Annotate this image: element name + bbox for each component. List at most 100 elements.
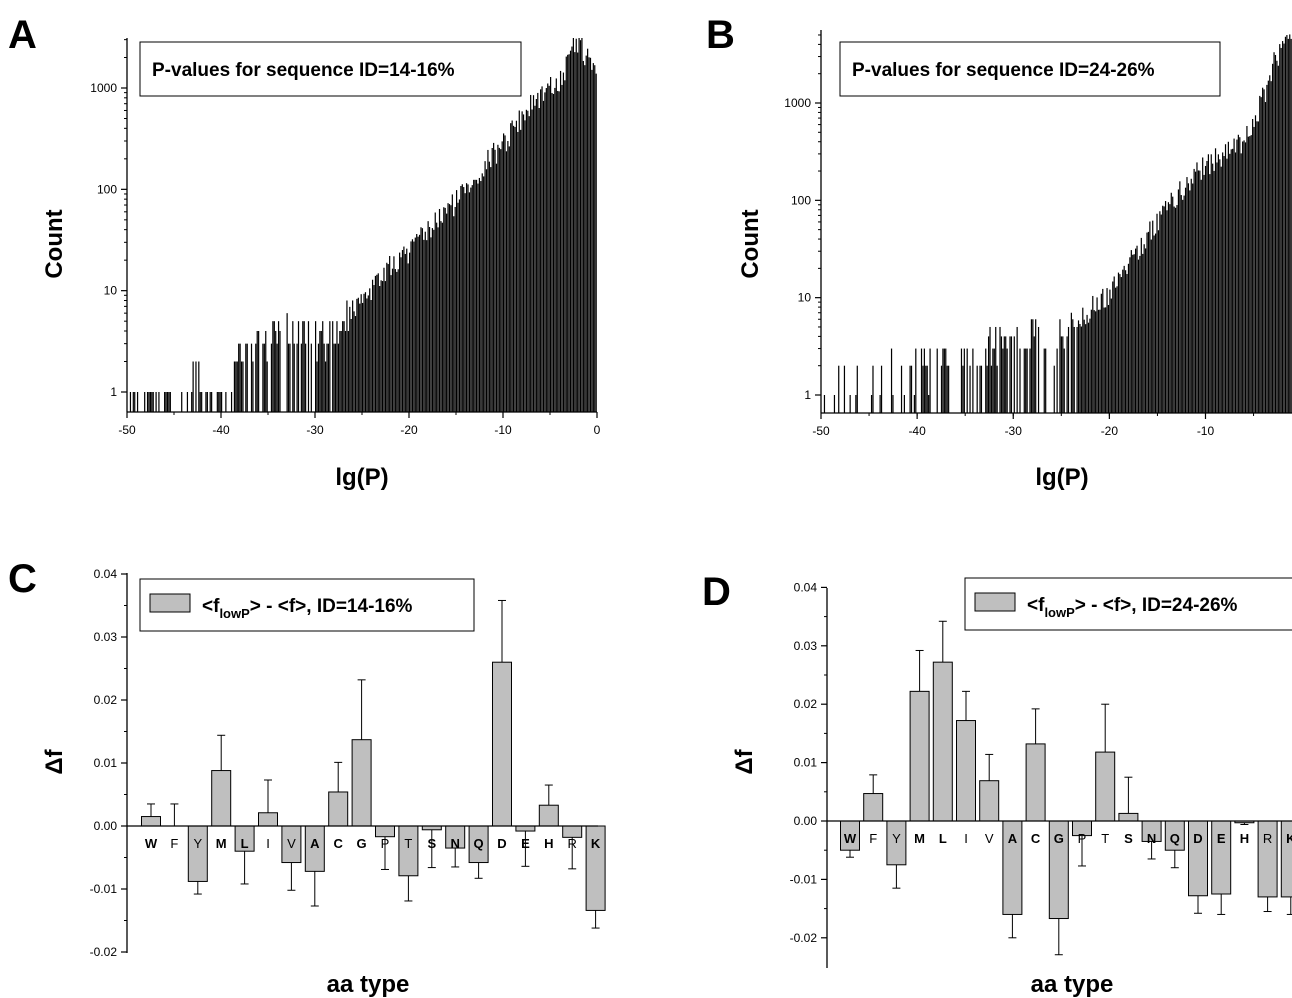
histogram-bar [384,281,386,412]
legend-label: <flowP> - <f>, ID=24-26% [1027,595,1238,620]
histogram-bar [555,78,557,412]
histogram-bar [1257,121,1259,414]
category-label: S [427,836,436,851]
histogram-bar [527,110,529,412]
histogram-bar [910,365,913,413]
bar-l [932,661,953,822]
histogram-bar [1066,336,1068,413]
histogram-bar [1043,348,1045,413]
histogram-bar [1254,115,1257,414]
legend-swatch [974,592,1016,612]
histogram-bar [166,392,169,412]
histogram-bar [936,348,938,413]
histogram-bar [1116,286,1118,413]
histogram-bar [205,392,207,412]
histogram-bar [436,222,438,412]
histogram-bar [1136,245,1138,413]
histogram-bar [1009,336,1011,413]
histogram-bar [273,321,275,412]
histogram-bar [245,343,247,412]
histogram-bar [468,192,471,412]
histogram-bar [146,392,149,412]
legend: <flowP> - <f>, ID=24-26% [964,577,1292,631]
histogram-bar [1220,166,1222,413]
histogram-bar [892,395,894,413]
histogram-bar [370,300,372,412]
histogram-bar [383,267,385,412]
bar-e [515,825,536,832]
category-label: S [1124,831,1133,846]
histogram-bar [520,129,522,413]
histogram-bar [426,240,428,412]
histogram-bar [407,263,409,412]
histogram-bar [483,176,485,412]
histogram-bar [508,146,510,412]
histogram-bar [945,348,947,413]
histogram-bar [1086,314,1088,413]
histogram-bar [448,204,451,412]
histogram-bar [349,306,351,412]
histogram-bar [575,38,577,413]
histogram-bar [571,46,573,412]
histogram-bar [592,63,594,412]
y-tick-label: 0.03 [94,630,118,644]
histogram-bar [535,99,537,412]
histogram-bar [423,239,425,412]
histogram-bar [1109,289,1111,413]
histogram-bar [336,321,338,412]
histogram-bar [134,392,136,412]
histogram-bar [538,108,540,412]
x-tick-label: -40 [908,424,926,438]
category-label: Q [474,836,484,851]
histogram-bar [1082,307,1084,413]
histogram-bar [1167,202,1170,413]
histogram-bar [359,303,361,412]
histogram-bar [169,392,171,412]
histogram-bar [420,227,422,412]
histogram-bar [1176,205,1178,413]
category-label: A [1008,831,1018,846]
histogram-bar [1233,138,1235,413]
histogram-bar [1146,232,1148,413]
histogram-bar [484,161,486,412]
panel-letter-a: A [8,13,37,57]
histogram-bar [1170,192,1172,413]
histogram-bar [480,181,482,412]
y-axis-title: Δf [731,748,758,774]
histogram-bar [300,343,302,412]
histogram-bar [329,321,331,412]
histogram-bar [181,392,183,412]
histogram-bar [923,348,925,413]
histogram-bar [320,330,322,412]
histogram-bar [246,343,248,412]
histogram-bar [1037,326,1040,413]
bar-f [863,793,884,822]
histogram-bar [1106,288,1108,413]
x-tick-label: -30 [1005,424,1023,438]
histogram-bar [136,392,139,412]
histogram-bar [404,253,406,412]
histogram-bar [1203,174,1205,413]
histogram-bar [240,361,243,412]
histogram-bar [296,343,298,412]
x-tick-label: -30 [306,423,324,437]
histogram-bar [903,395,905,413]
category-label: P [1078,831,1087,846]
histogram-bar [1210,154,1212,413]
histogram-bar [913,395,915,413]
histogram-bar [594,65,596,413]
bar-i [956,720,976,822]
histogram-bar [960,348,963,413]
histogram-bar [501,141,503,412]
bar-t [1095,751,1116,822]
y-tick-label: 0.01 [794,756,818,770]
histogram-bar [554,87,556,413]
histogram-bar [561,84,563,413]
histogram-bar [1214,148,1217,413]
histogram-bar [1187,183,1190,413]
axes [821,586,1292,968]
histogram-bar [252,361,254,412]
y-tick-label: 0.04 [794,580,818,594]
histogram-bar [266,361,268,412]
histogram-bar [211,392,213,412]
